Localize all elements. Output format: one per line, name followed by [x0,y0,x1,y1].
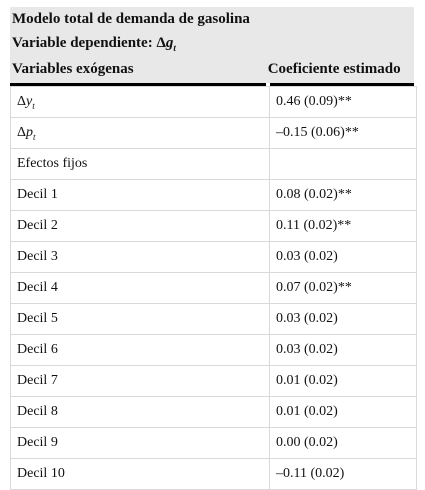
variable-cell: Decil 1 [10,179,270,211]
column-headers: Variables exógenas Coeficiente estimado [12,55,412,83]
variable-cell: Decil 10 [10,458,270,490]
coefficient-cell: 0.46 (0.09)** [269,86,417,118]
variable-label: Decil 8 [17,404,58,419]
table-row: Δyt 0.46 (0.09)** [10,86,417,118]
col-header-coef: Coeficiente estimado [267,60,401,77]
table-row: Decil 4 0.07 (0.02)** [10,272,417,304]
table-row: Decil 8 0.01 (0.02) [10,396,417,428]
variable-symbol: p [26,124,34,140]
table-body: Δyt 0.46 (0.09)** Δpt –0.15 (0.06)** Efectos… [10,86,417,490]
variable-label: Decil 9 [17,435,58,450]
table-title: Modelo total de demanda de gasolina [12,11,250,27]
variable-cell: Decil 4 [10,272,270,304]
regression-table: Modelo total de demanda de gasolina Vari… [10,7,417,490]
coefficient-cell: 0.07 (0.02)** [269,272,417,304]
coefficient-cell [269,148,417,180]
variable-label: Decil 5 [17,311,58,326]
dependent-var: g [165,35,174,51]
coefficient-cell: 0.01 (0.02) [269,396,417,428]
variable-subscript: t [33,131,36,142]
dependent-sub: t [173,43,176,53]
variable-label: Decil 2 [17,218,58,233]
variable-cell: Δpt [10,117,270,149]
table-header: Modelo total de demanda de gasolina Vari… [10,7,414,83]
header-rule [10,83,414,86]
dependent-prefix: Variable dependiente: Δ [12,35,166,51]
coefficient-cell: –0.11 (0.02) [269,458,417,490]
delta-symbol: Δ [17,124,27,140]
variable-cell: Decil 3 [10,241,270,273]
variable-cell: Δyt [10,86,270,118]
coefficient-cell: 0.03 (0.02) [269,241,417,273]
variable-label: Decil 6 [17,342,58,357]
table-row: Decil 9 0.00 (0.02) [10,427,417,459]
variable-symbol: y [26,93,33,109]
table-row: Decil 6 0.03 (0.02) [10,334,417,366]
table-row: Decil 1 0.08 (0.02)** [10,179,417,211]
variable-label: Decil 10 [17,466,65,481]
coefficient-cell: –0.15 (0.06)** [269,117,417,149]
table-row: Efectos fijos [10,148,417,180]
variable-label: Decil 1 [17,187,58,202]
coefficient-cell: 0.00 (0.02) [269,427,417,459]
variable-cell: Decil 6 [10,334,270,366]
delta-symbol: Δ [17,93,27,109]
table-row: Decil 10 –0.11 (0.02) [10,458,417,490]
coefficient-cell: 0.11 (0.02)** [269,210,417,242]
table-row: Δpt –0.15 (0.06)** [10,117,417,149]
table-row: Decil 2 0.11 (0.02)** [10,210,417,242]
coefficient-cell: 0.08 (0.02)** [269,179,417,211]
variable-label: Efectos fijos [17,156,88,171]
coefficient-cell: 0.01 (0.02) [269,365,417,397]
coefficient-cell: 0.03 (0.02) [269,303,417,335]
variable-label: Decil 4 [17,280,58,295]
variable-cell: Efectos fijos [10,148,270,180]
variable-cell: Decil 5 [10,303,270,335]
variable-cell: Decil 7 [10,365,270,397]
variable-label: Decil 3 [17,249,58,264]
variable-label: Decil 7 [17,373,58,388]
table-row: Decil 5 0.03 (0.02) [10,303,417,335]
variable-subscript: t [32,100,35,111]
variable-cell: Decil 8 [10,396,270,428]
table-row: Decil 3 0.03 (0.02) [10,241,417,273]
table-row: Decil 7 0.01 (0.02) [10,365,417,397]
variable-cell: Decil 9 [10,427,270,459]
dependent-variable: Variable dependiente: Δgt [12,31,412,55]
col-header-variables: Variables exógenas [12,60,134,77]
coefficient-cell: 0.03 (0.02) [269,334,417,366]
variable-cell: Decil 2 [10,210,270,242]
